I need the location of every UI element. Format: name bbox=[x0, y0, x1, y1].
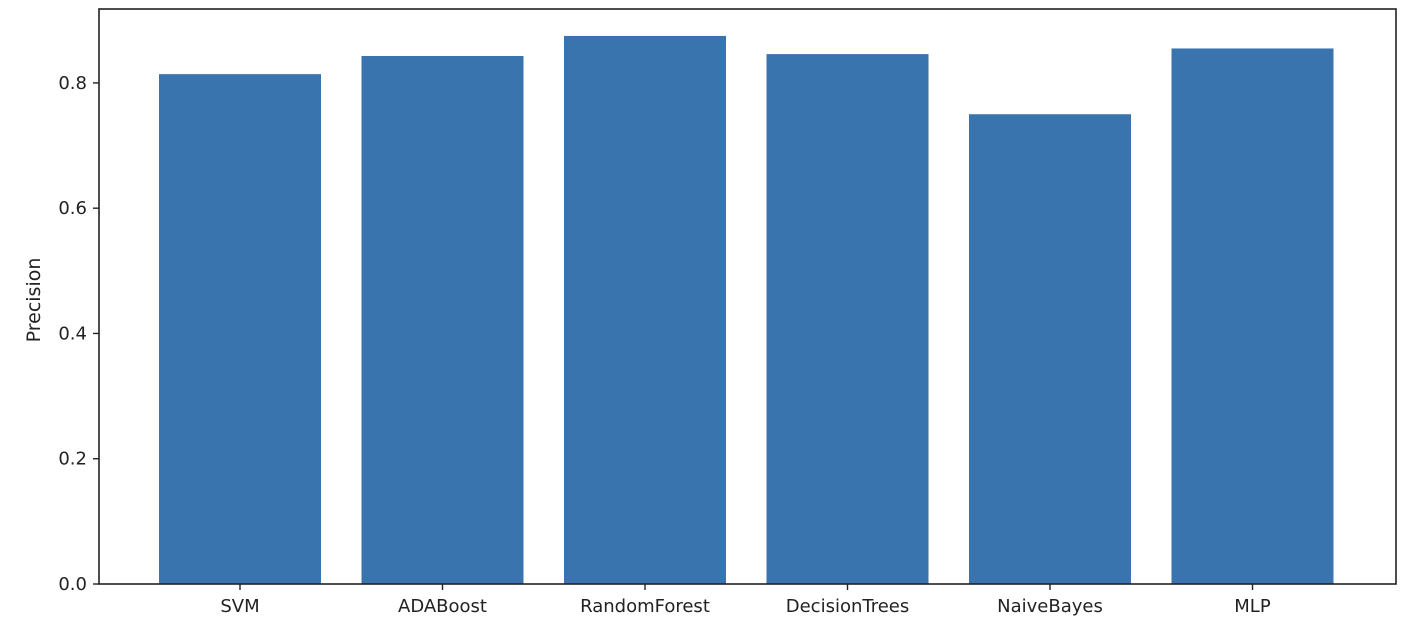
bars-group bbox=[159, 35, 1334, 585]
bar-mlp bbox=[1171, 48, 1334, 584]
y-tick-label: 0.6 bbox=[58, 198, 87, 219]
bar-decisiontrees bbox=[766, 54, 929, 585]
x-tick-label: NaiveBayes bbox=[997, 596, 1103, 617]
y-tick-label: 0.8 bbox=[58, 73, 87, 94]
bar-adaboost bbox=[361, 55, 524, 585]
y-tick-label: 0.4 bbox=[58, 323, 87, 344]
bar-naivebayes bbox=[969, 114, 1131, 584]
y-tick-label: 0.0 bbox=[58, 574, 87, 595]
x-axis-ticks: SVM ADABoost RandomForest DecisionTrees Naiv… bbox=[220, 584, 1271, 617]
x-tick-label: MLP bbox=[1234, 596, 1271, 617]
bar-randomforest bbox=[564, 35, 726, 585]
x-tick-label: SVM bbox=[220, 596, 259, 617]
plot-frame bbox=[98, 8, 1397, 585]
x-tick-label: RandomForest bbox=[580, 596, 710, 617]
x-tick-label: DecisionTrees bbox=[786, 596, 910, 617]
y-axis-label: Precision bbox=[23, 258, 45, 343]
y-tick-label: 0.2 bbox=[58, 449, 87, 470]
bar-svm bbox=[159, 74, 321, 585]
y-axis-ticks: 0.0 0.2 0.4 0.6 0.8 bbox=[58, 73, 99, 595]
x-tick-label: ADABoost bbox=[398, 596, 487, 617]
